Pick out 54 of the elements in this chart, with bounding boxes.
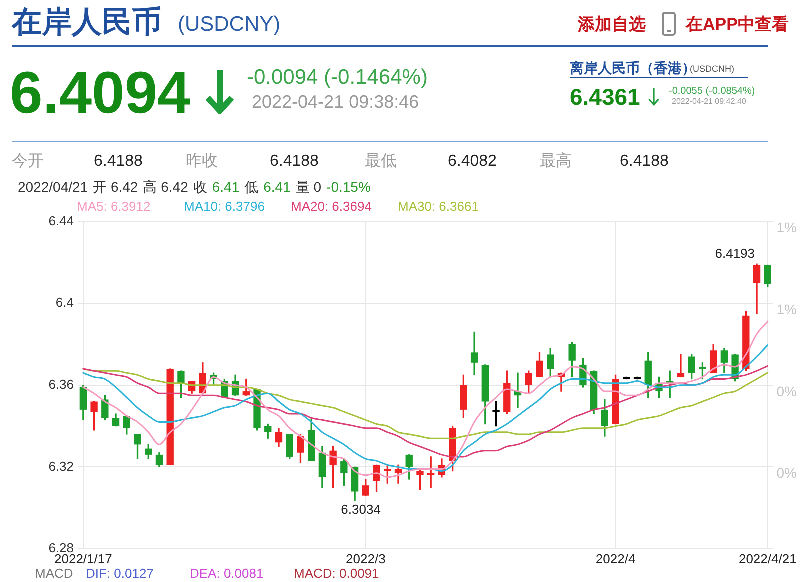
text: 最高 xyxy=(540,153,572,170)
text: 1% xyxy=(776,220,797,236)
text: 开 6.42 xyxy=(93,179,138,195)
x-tick-label: 2022/3 xyxy=(346,551,386,566)
text: 2022/04/21 xyxy=(18,179,88,195)
text: 0% xyxy=(776,465,797,482)
text: MA30: 6.3661 xyxy=(398,199,479,214)
text: 1% xyxy=(776,301,797,318)
text: (USDCNY) xyxy=(178,13,281,36)
text: MA5: 6.3912 xyxy=(77,199,151,214)
annotation: 6.4193 xyxy=(715,246,756,262)
text: -0.15% xyxy=(326,179,371,195)
text: 2022-04-21 09:42:40 xyxy=(672,97,746,106)
text: -0.0094 (-0.1464%) xyxy=(247,66,428,89)
annotation: 6.3034 xyxy=(341,502,381,518)
x-tick-label: 2022/1/17 xyxy=(54,551,112,566)
line-series xyxy=(82,365,769,458)
text: 6.4094 xyxy=(10,60,190,126)
text: 6.41 xyxy=(264,179,291,195)
x-tick-label: 2022/4 xyxy=(596,551,636,566)
candlestick xyxy=(470,332,478,376)
text: 0% xyxy=(776,383,797,400)
text: 6.4361 xyxy=(570,84,640,110)
y-tick-label: 6.4 xyxy=(56,295,74,310)
text: 6.41 xyxy=(212,179,240,195)
text: 6.4188 xyxy=(94,153,143,170)
y-tick-label: 6.32 xyxy=(48,458,74,474)
text: 昨收 xyxy=(186,153,218,170)
text: 高 6.42 xyxy=(143,179,188,195)
text: MACD xyxy=(35,566,74,581)
text: MA20: 6.3694 xyxy=(291,199,372,214)
text: 6.4082 xyxy=(448,153,497,170)
text: 量 0 xyxy=(296,179,322,195)
y-tick-label: 6.36 xyxy=(48,376,74,392)
text: DEA: 0.0081 xyxy=(190,566,264,581)
text: -0.0055 (-0.0854%) xyxy=(669,86,756,97)
line-series xyxy=(82,368,769,440)
text: 添加自选 xyxy=(578,15,646,34)
text: 今开 xyxy=(12,153,44,170)
text: 2022-04-21 09:38:46 xyxy=(252,92,420,112)
text: 6.4188 xyxy=(270,153,319,170)
text: (USDCNH) xyxy=(690,64,734,74)
text: MA10: 6.3796 xyxy=(184,199,265,214)
text: 收 xyxy=(193,179,208,195)
text: DIF: 0.0127 xyxy=(86,566,154,581)
candlestick xyxy=(677,354,685,378)
text: 最低 xyxy=(365,153,397,170)
text: MACD: 0.0091 xyxy=(294,566,380,581)
text: 在岸人民币 xyxy=(12,6,162,39)
text: 6.4188 xyxy=(620,153,669,170)
text: 低 xyxy=(244,179,259,195)
y-tick-label: 6.44 xyxy=(48,213,74,228)
x-tick-label: 2022/4/21 xyxy=(738,551,797,566)
text: 在APP中查看 xyxy=(686,15,789,34)
